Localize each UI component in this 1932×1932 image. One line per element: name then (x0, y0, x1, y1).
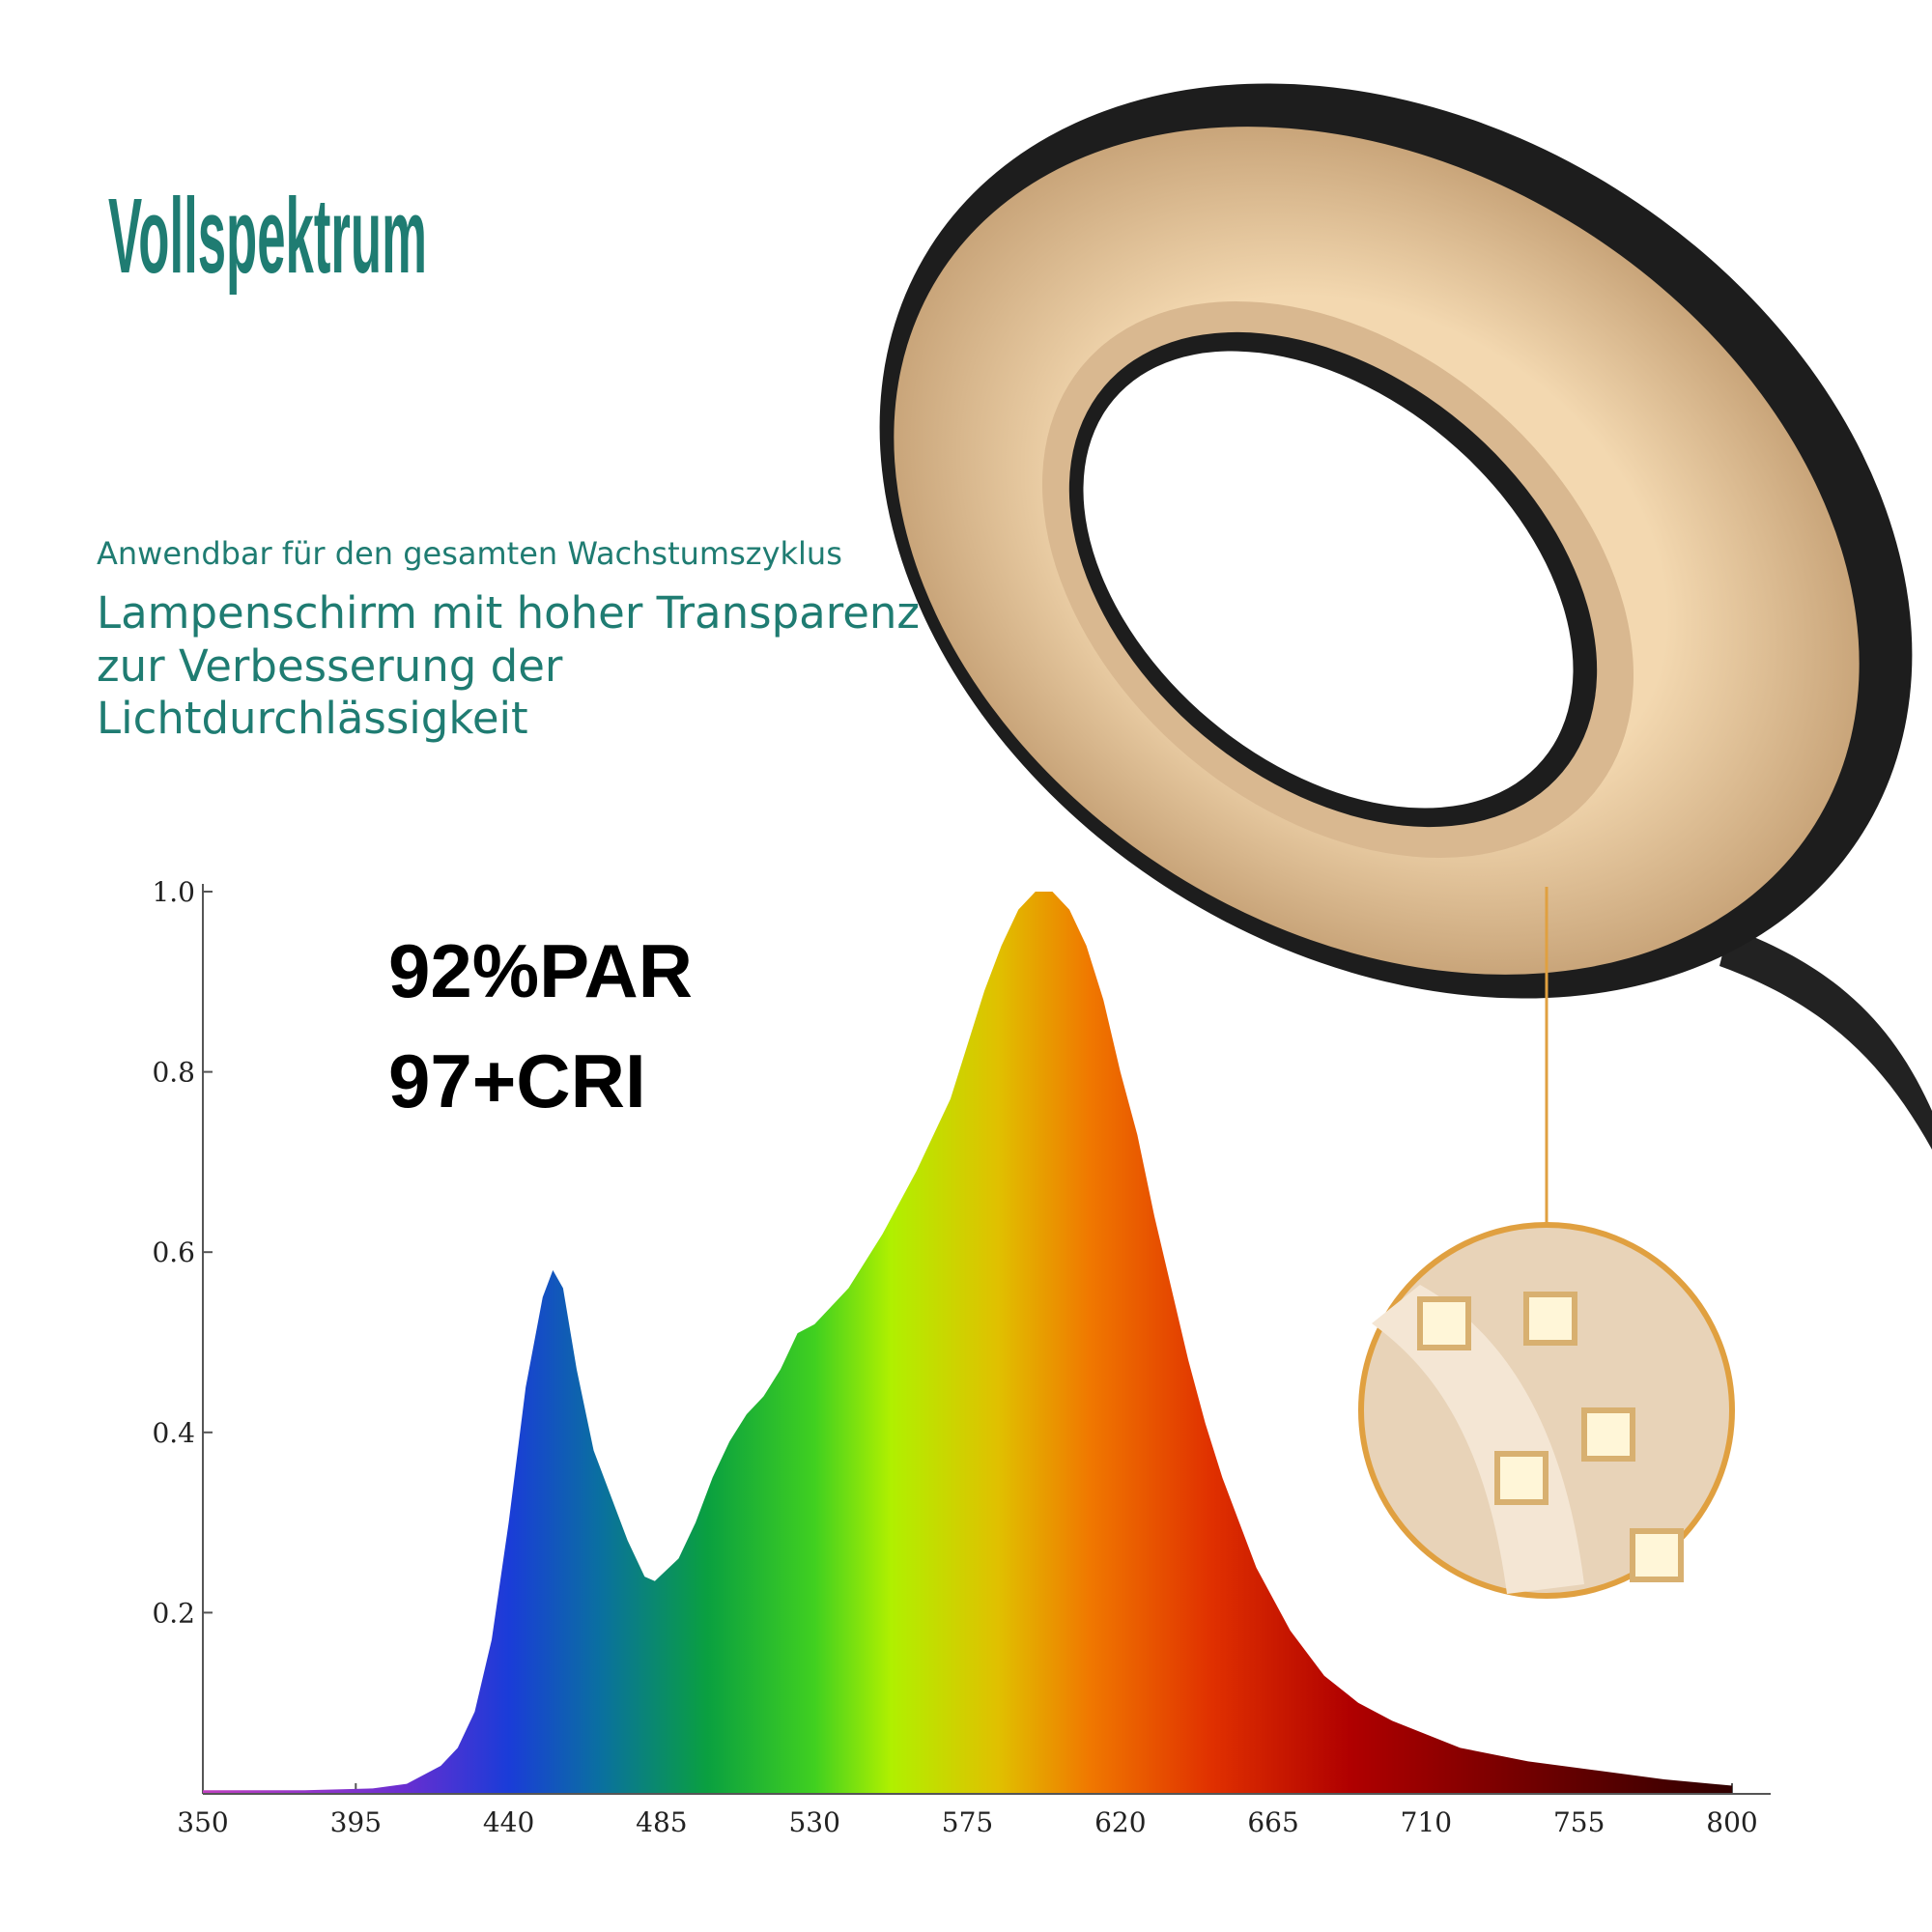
annotation: 92%PAR (388, 928, 693, 1013)
x-tick-label: 800 (1706, 1806, 1757, 1838)
x-tick-label: 755 (1553, 1806, 1605, 1838)
lamp (879, 83, 1932, 1599)
x-tick-label: 395 (330, 1806, 382, 1838)
description: Lampenschirm mit hoher Transparenz (97, 587, 920, 639)
y-tick-label: 0.4 (152, 1417, 195, 1449)
y-tick-label: 1.0 (152, 876, 195, 908)
y-tick-label: 0.6 (152, 1236, 195, 1268)
x-tick-label: 440 (483, 1806, 534, 1838)
x-tick-label: 485 (636, 1806, 687, 1838)
title: Vollspektrum (108, 177, 427, 296)
x-tick-label: 575 (942, 1806, 993, 1838)
y-tick-label: 0.8 (152, 1057, 195, 1089)
description: Lichtdurchlässigkeit (97, 693, 528, 744)
x-tick-label: 530 (788, 1806, 839, 1838)
y-tick-label: 0.2 (152, 1597, 195, 1629)
x-tick-label: 620 (1094, 1806, 1146, 1838)
x-tick-label: 710 (1401, 1806, 1452, 1838)
annotation: 97+CRI (388, 1038, 646, 1123)
description: zur Verbesserung der (97, 640, 563, 692)
subtitle: Anwendbar für den gesamten Wachstumszykl… (97, 535, 842, 572)
x-tick-label: 665 (1247, 1806, 1298, 1838)
spectrum-area (203, 892, 1732, 1793)
x-tick-label: 350 (177, 1806, 228, 1838)
